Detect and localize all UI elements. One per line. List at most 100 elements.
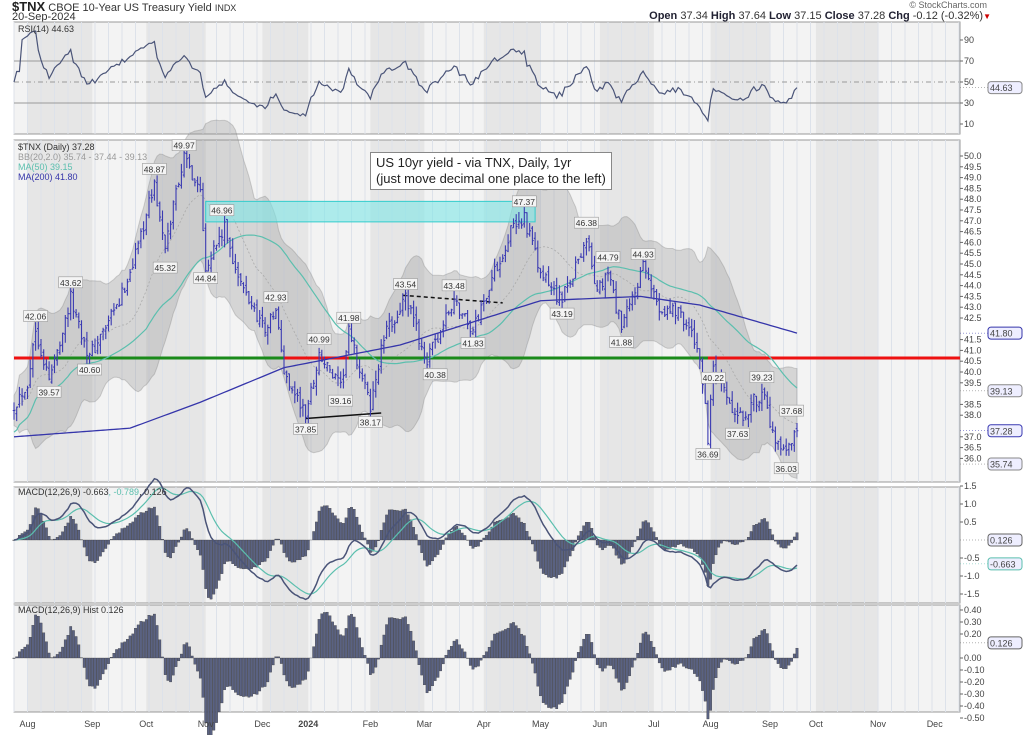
macd-hist-bar: [560, 539, 564, 574]
macd-hist-bar: [204, 539, 208, 589]
macd-hist-bar: [776, 539, 780, 545]
macd-hist-in-macd: [12, 505, 799, 600]
price-bar: [166, 222, 170, 252]
price-label-box: [700, 371, 726, 384]
price-label-box: [36, 385, 62, 398]
price-bar: [695, 332, 699, 353]
macd-hist-bar: [431, 539, 434, 562]
price-label-box: [152, 261, 178, 274]
macd-hist-bar: [603, 539, 607, 548]
low-label: Low: [769, 10, 792, 22]
bollinger-middle-line: [13, 194, 798, 424]
macd-hist-bar: [99, 539, 102, 557]
price-label-box: [725, 427, 750, 440]
hist-bar: [387, 617, 391, 659]
price-bar: [393, 320, 396, 334]
price-axis-tick-label: 42.5: [964, 313, 982, 323]
month-label: Mar: [417, 719, 433, 729]
price-bar: [612, 280, 615, 294]
hist-bar: [350, 614, 353, 659]
hist-bar: [644, 631, 648, 659]
macd-hist-bar: [717, 539, 721, 548]
price-legend-ma200: MA(200) 41.80: [18, 172, 78, 182]
price-tag-bb_upper-box: [987, 384, 1023, 398]
macd-hist-bar: [644, 520, 648, 541]
macd-hist-bar: [36, 508, 40, 541]
hist-bar: [128, 635, 132, 659]
hist-bar: [509, 623, 513, 659]
hist-bar: [217, 657, 221, 713]
hist-bar: [142, 621, 145, 659]
price-bar: [104, 325, 108, 340]
price-bar: [236, 262, 240, 287]
price-label: 44.93: [632, 250, 654, 260]
price-bar: [328, 365, 332, 374]
macd-hist-bar: [298, 539, 302, 560]
price-bar: [298, 386, 302, 418]
hist-bar: [471, 657, 475, 670]
price-bar: [531, 226, 534, 246]
hist-bar: [711, 657, 715, 690]
price-bar: [560, 291, 564, 309]
hist-bar: [39, 622, 43, 659]
hist-bar: [414, 650, 418, 659]
macd-hist-bar: [182, 529, 186, 541]
price-bar: [23, 391, 27, 400]
price-bar: [590, 242, 594, 270]
macd-hist-bar: [333, 515, 337, 541]
price-tag-bb_lower-box: [987, 457, 1023, 471]
hist-bar: [501, 630, 505, 659]
price-bar: [312, 379, 315, 390]
hist-bar: [42, 632, 46, 659]
hist-bar: [377, 657, 380, 660]
price-label: 43.54: [395, 280, 417, 290]
macd-hist-bar: [134, 517, 137, 541]
price-bar: [247, 291, 251, 305]
price-tag-close-box: [987, 424, 1023, 438]
macd-hist-bar: [774, 539, 777, 542]
macd-hist-bar: [350, 507, 353, 541]
price-bar: [220, 229, 224, 247]
macd-hist-bar: [266, 539, 270, 559]
hist-bar: [301, 657, 305, 681]
price-bar: [682, 311, 685, 332]
price-bar: [374, 370, 378, 398]
hist-bar: [255, 657, 259, 695]
price-bar: [739, 407, 742, 414]
price-bar: [585, 237, 588, 256]
macd-hist-bar: [477, 539, 480, 547]
price-label-box: [193, 272, 218, 284]
hist-bar: [779, 657, 783, 668]
price-label: 41.83: [462, 338, 484, 348]
hist-bar: [633, 657, 637, 661]
macd-hist-bar: [687, 539, 691, 549]
macd-hist-bar: [733, 539, 737, 545]
price-bar: [185, 148, 189, 168]
price-bar: [668, 298, 672, 314]
price-axis-tick-label: 48.0: [964, 194, 982, 204]
price-bar: [587, 235, 591, 252]
hist-bar: [533, 657, 537, 674]
macd-hist-bar: [139, 512, 143, 541]
price-bar: [296, 388, 299, 402]
hist-bar: [185, 642, 189, 659]
macd-hist-bar: [169, 539, 172, 559]
price-label: 40.38: [425, 370, 447, 380]
hist-bar: [776, 657, 780, 664]
month-label: May: [532, 719, 550, 729]
macd-hist-bar: [366, 539, 370, 545]
hist-bar: [574, 657, 577, 661]
hist-bar: [26, 644, 29, 659]
hist-bar: [379, 644, 383, 659]
macd-hist-bar: [72, 519, 75, 541]
macd-hist-bar: [620, 539, 623, 565]
price-bar: [474, 309, 477, 342]
hist-bar: [441, 657, 445, 665]
hist-axis-tick-label: -0.30: [964, 689, 985, 699]
price-bar: [698, 348, 702, 370]
price-axis-tick-label: 46.0: [964, 237, 982, 247]
hist-bar: [406, 624, 410, 659]
macd-hist-bar: [792, 536, 796, 541]
macd-hist-bar: [228, 539, 232, 562]
price-bar: [74, 309, 78, 318]
